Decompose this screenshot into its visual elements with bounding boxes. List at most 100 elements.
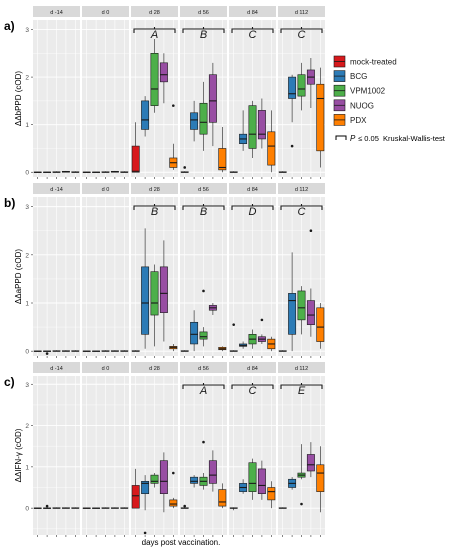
facet-strip-label: d -14 [50, 10, 63, 16]
significance-letter: B [200, 29, 207, 41]
chart-panels: a) ΔΔbPPD (cOD) 0 1 2 3 d -14 d 0 d 28 Ad 56 Bd 84… [4, 6, 325, 537]
box-mock-treated [180, 350, 189, 352]
box-PDX [218, 483, 227, 509]
box-VPM1002 [297, 62, 306, 111]
box-NUOG [110, 507, 119, 509]
box [297, 74, 306, 97]
significance-letter: D [249, 206, 257, 218]
box-mock-treated [82, 507, 91, 509]
box-NUOG [159, 240, 168, 342]
facet-strip [131, 362, 178, 373]
facet-strip-label: d 84 [247, 187, 258, 193]
legend-significance: P ≤ 0.05 Kruskal-Wallis-test [335, 134, 446, 143]
box-NUOG [159, 53, 168, 104]
facet-strip-label: d 84 [247, 366, 258, 372]
box-mock-treated [180, 166, 189, 173]
box-PDX [120, 350, 129, 352]
panel-label: a) [4, 19, 15, 33]
box-VPM1002 [101, 350, 110, 352]
box [131, 145, 140, 173]
box [257, 468, 266, 495]
box-PDX [120, 171, 129, 173]
box-NUOG [61, 350, 70, 352]
box-mock-treated [82, 171, 91, 173]
panel-2: b) ΔΔaPPD (cOD) 0 1 2 3 d -14 d 0 d 28 Bd 56 Bd 84… [4, 183, 325, 358]
box-BCG [43, 171, 52, 173]
y-tick-label: 1 [25, 464, 29, 471]
box-BCG [239, 479, 248, 494]
facet-strip [229, 362, 276, 373]
facet: d 28 B [131, 183, 178, 358]
facet: d 84 C [229, 6, 276, 179]
box-mock-treated [278, 350, 287, 352]
significance-letter: A [150, 29, 158, 41]
y-tick-label: 0 [25, 170, 29, 177]
box-NUOG [306, 58, 315, 109]
facet: d 0 [82, 6, 129, 179]
y-tick-label: 1 [25, 301, 29, 308]
box-VPM1002 [101, 507, 110, 509]
box [316, 307, 325, 342]
facet: d 84 C [229, 362, 276, 537]
box [159, 460, 168, 495]
y-tick-label: 2 [25, 423, 29, 430]
box-mock-treated [180, 504, 189, 509]
box [159, 266, 168, 313]
outlier-point [183, 504, 186, 508]
outlier-point [183, 166, 186, 169]
box [190, 321, 199, 345]
box-mock-treated [278, 507, 287, 509]
outlier-point [232, 323, 235, 326]
panel-3: c) ΔΔIFN-γ (cOD) 0 1 2 3 d -14 d 0 d 28 d 56 Ad 84… [4, 362, 325, 537]
box [169, 499, 178, 507]
facet: d 0 [82, 183, 129, 358]
box-NUOG [208, 62, 217, 147]
legend-entries: mock-treated BCG VPM1002 NUOG PDX [333, 55, 397, 126]
legend: mock-treated BCG VPM1002 NUOG PDX P ≤ 0.05 K… [333, 55, 446, 143]
outlier-point [202, 440, 205, 444]
facet-strip [229, 6, 276, 17]
facet: d 56 B [180, 183, 227, 358]
box-VPM1002 [150, 473, 159, 488]
box-mock-treated [131, 122, 140, 173]
facet-strip [82, 362, 129, 373]
box [248, 462, 257, 492]
box [306, 454, 315, 472]
box-PDX [316, 303, 325, 349]
facet-strip-label: d 28 [149, 10, 160, 16]
box-mock-treated [229, 323, 238, 352]
box-BCG [141, 475, 150, 535]
box-NUOG [257, 460, 266, 500]
facet: d 0 [82, 362, 129, 537]
box [267, 487, 276, 501]
box-BCG [288, 477, 297, 490]
box-VPM1002 [297, 444, 306, 506]
box [288, 76, 297, 99]
box [141, 100, 150, 130]
facet-strip [131, 183, 178, 194]
facet: d -14 [33, 362, 80, 537]
box-mock-treated [229, 507, 238, 511]
box [141, 266, 150, 335]
legend-entry: mock-treated [333, 55, 397, 68]
y-tick-label: 2 [25, 252, 29, 259]
box-BCG [190, 310, 199, 352]
box [316, 464, 325, 492]
facet-strip-label: d 0 [102, 10, 110, 16]
box-PDX [267, 110, 276, 173]
facet-strip [180, 362, 227, 373]
box [316, 83, 325, 152]
facet: d 84 D [229, 183, 276, 358]
facet-strip [82, 6, 129, 17]
box-mock-treated [131, 468, 140, 509]
significance-letter: C [298, 206, 306, 218]
box-mock-treated [82, 350, 91, 352]
facet-strip-label: d 84 [247, 10, 258, 16]
facet-strip [33, 183, 80, 194]
significance-letter: E [298, 385, 306, 397]
facet-strip [278, 183, 325, 194]
facet-strip [180, 6, 227, 17]
box [199, 331, 208, 340]
box-BCG [92, 171, 101, 173]
panel-label: c) [4, 375, 15, 389]
